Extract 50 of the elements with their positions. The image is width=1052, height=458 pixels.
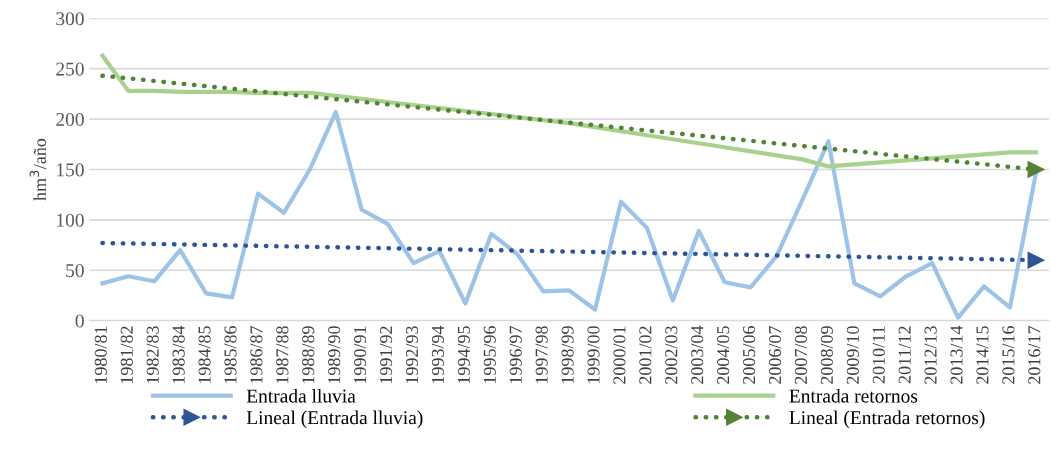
x-tick-label: 1998/99 xyxy=(561,326,574,384)
x-tick-label: 2010/11 xyxy=(872,326,885,384)
y-tick-label: 200 xyxy=(56,112,84,127)
x-tick-label: 1994/95 xyxy=(457,326,470,384)
x-tick-label: 1997/98 xyxy=(535,326,548,384)
x-tick-label: 1985/86 xyxy=(224,326,237,384)
x-tick-label: 1981/82 xyxy=(120,326,133,384)
x-tick-label: 1993/94 xyxy=(431,325,444,384)
line-series xyxy=(100,53,1038,169)
x-tick-label: 1996/97 xyxy=(509,325,522,384)
y-axis-title: hm$^{3}$/año xyxy=(29,138,47,201)
legend-label: Entrada lluvia xyxy=(246,388,356,403)
legend-label: Lineal (Entrada lluvia) xyxy=(246,410,423,429)
x-tick-label: 2012/13 xyxy=(924,326,937,384)
x-tick-label: 1991/92 xyxy=(380,326,393,384)
x-tick-label: 2003/04 xyxy=(691,325,704,384)
legend-label: Lineal (Entrada retornos) xyxy=(789,410,985,429)
x-tick-label: 2002/03 xyxy=(665,326,678,384)
y-tick-label: 300 xyxy=(56,12,84,26)
x-tick-label: 1982/83 xyxy=(146,326,159,384)
x-tick-label: 2016/17 xyxy=(1028,325,1041,384)
x-tick-label: 2011/12 xyxy=(898,326,911,384)
x-tick-label: 2008/09 xyxy=(820,326,833,384)
x-tick-label: 1992/93 xyxy=(405,326,419,384)
x-tick-label: 2014/15 xyxy=(976,326,989,384)
x-tick-label: 2007/08 xyxy=(794,326,808,384)
y-tick-label: 0 xyxy=(75,314,84,328)
x-tick-label: 1983/84 xyxy=(172,325,185,384)
y-tick-label: 100 xyxy=(57,213,84,227)
x-tick-label: 1999/00 xyxy=(587,326,600,384)
x-tick-label: 2013/14 xyxy=(950,325,963,384)
x-tick-label: 2009/10 xyxy=(846,326,859,384)
x-tick-label: 2001/02 xyxy=(639,326,652,384)
x-tick-label: 1988/89 xyxy=(302,326,315,384)
x-tick-label: 1995/96 xyxy=(483,326,496,384)
x-tick-label: 1980/81 xyxy=(94,326,107,384)
x-tick-label: 2005/06 xyxy=(742,326,756,384)
y-tick-label: 50 xyxy=(66,264,84,278)
x-tick-label: 1987/88 xyxy=(276,326,289,384)
x-tick-label: 2000/01 xyxy=(613,326,626,384)
x-tick-label: 1990/91 xyxy=(354,326,367,384)
x-tick-label: 2015/16 xyxy=(1002,326,1015,384)
x-tick-label: 1986/87 xyxy=(250,325,263,384)
x-tick-label: 1984/85 xyxy=(198,326,211,384)
x-tick-label: 2006/07 xyxy=(768,325,782,384)
y-tick-label: 150 xyxy=(57,163,84,177)
x-tick-label: 1989/90 xyxy=(328,326,341,384)
x-tick-label: 2004/05 xyxy=(717,326,730,384)
legend-label: Entrada retornos xyxy=(789,388,918,403)
y-tick-label: 250 xyxy=(56,62,84,76)
